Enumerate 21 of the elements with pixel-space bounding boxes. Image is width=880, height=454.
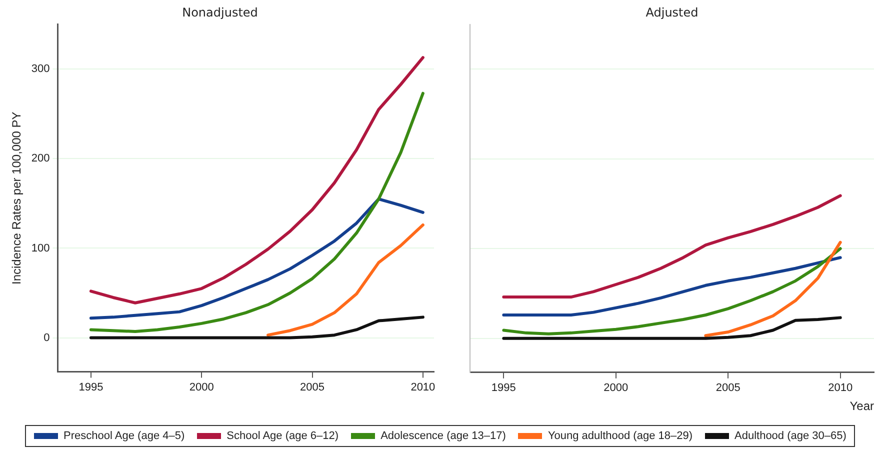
y-tick-label: 200 [31, 152, 50, 165]
x-tick-label: 2010 [828, 382, 853, 394]
x-tick-label: 2000 [189, 381, 214, 394]
x-tick-label: 2010 [410, 381, 436, 394]
y-tick-label: 0 [44, 332, 50, 344]
x-axis-title: Year [850, 399, 874, 414]
legend-label: Preschool Age (age 4–5) [64, 430, 185, 442]
y-tick-label: 100 [31, 242, 50, 254]
legend-label: Young adulthood (age 18–29) [548, 430, 692, 442]
x-tick-label: 2005 [300, 381, 325, 394]
x-tick-label: 1995 [491, 382, 516, 394]
y-tick-label: 300 [31, 63, 50, 76]
legend-label: Adolescence (age 13–17) [380, 430, 506, 442]
chart-title: Adjusted [646, 5, 698, 20]
x-tick-label: 1995 [78, 381, 104, 394]
legend-label: Adulthood (age 30–65) [734, 430, 846, 442]
x-tick-label: 2005 [716, 382, 740, 394]
legend-label: School Age (age 6–12) [226, 430, 339, 442]
chart-title: Nonadjusted [182, 5, 258, 20]
x-tick-label: 2000 [604, 382, 628, 394]
y-axis-title: Incidence Rates per 100,000 PY [10, 112, 24, 284]
